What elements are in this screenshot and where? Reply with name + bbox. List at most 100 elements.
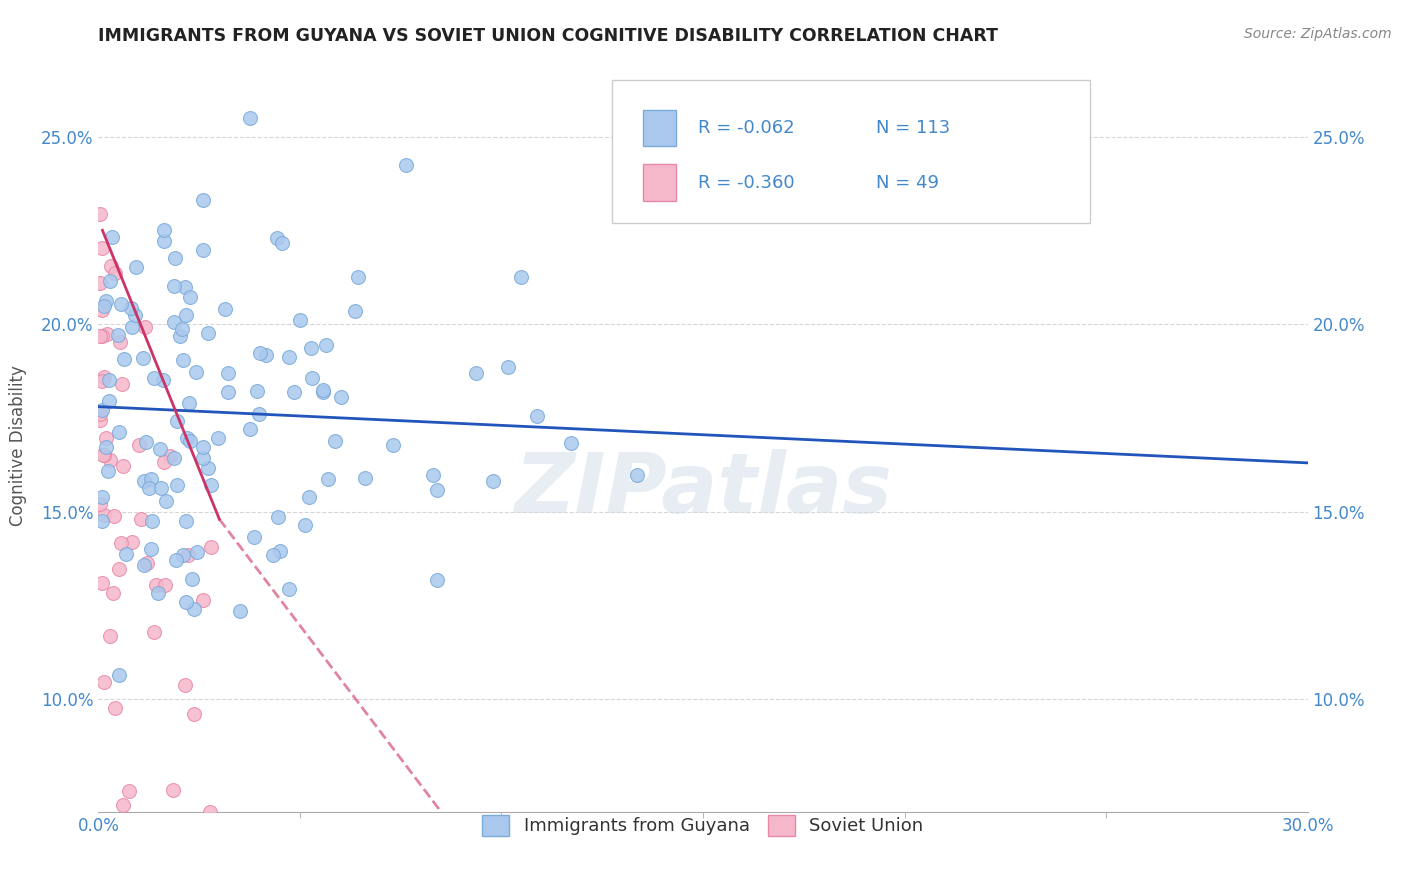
Point: [217, 384, 239, 399]
Point: [179, 434, 201, 448]
Point: [93, 448, 115, 462]
Point: [174, 595, 197, 609]
Point: [183, 602, 205, 616]
Point: [163, 278, 186, 293]
Point: [381, 438, 404, 452]
Point: [247, 407, 270, 421]
Point: [111, 376, 134, 391]
Point: [283, 385, 305, 400]
Point: [155, 494, 177, 508]
Point: [560, 435, 582, 450]
Point: [426, 483, 449, 497]
Text: Source: ZipAtlas.com: Source: ZipAtlas.com: [1244, 27, 1392, 41]
Point: [103, 508, 125, 523]
Point: [169, 329, 191, 343]
Point: [89, 407, 111, 421]
Point: [89, 329, 111, 343]
Point: [91, 303, 114, 318]
Point: [94, 293, 117, 308]
Point: [93, 508, 115, 522]
Point: [149, 442, 172, 457]
Point: [181, 573, 204, 587]
Point: [120, 301, 142, 315]
Point: [153, 455, 176, 469]
Point: [316, 472, 339, 486]
Point: [129, 512, 152, 526]
Point: [107, 425, 129, 439]
Point: [197, 326, 219, 340]
Point: [193, 243, 215, 257]
Point: [191, 194, 214, 208]
Point: [176, 431, 198, 445]
Point: [249, 346, 271, 360]
Point: [91, 491, 114, 505]
Point: [115, 547, 138, 561]
Point: [110, 536, 132, 550]
Text: R = -0.360: R = -0.360: [699, 174, 794, 192]
Point: [124, 308, 146, 322]
Point: [422, 468, 444, 483]
Point: [89, 207, 111, 221]
Point: [104, 701, 127, 715]
Point: [98, 452, 121, 467]
Point: [162, 783, 184, 797]
Point: [278, 582, 301, 597]
Y-axis label: Cognitive Disability: Cognitive Disability: [10, 366, 27, 526]
Point: [347, 270, 370, 285]
Point: [93, 300, 115, 314]
Point: [110, 297, 132, 311]
Point: [163, 315, 186, 329]
Point: [101, 586, 124, 600]
Legend: Immigrants from Guyana, Soviet Union: Immigrants from Guyana, Soviet Union: [475, 807, 931, 843]
Point: [101, 230, 124, 244]
Point: [183, 706, 205, 721]
Point: [107, 328, 129, 343]
Point: [96, 431, 118, 445]
Point: [294, 518, 316, 533]
Point: [238, 111, 260, 125]
Point: [118, 784, 141, 798]
Point: [626, 467, 648, 482]
Point: [136, 557, 159, 571]
Point: [128, 438, 150, 452]
Point: [162, 451, 184, 466]
Point: [173, 678, 195, 692]
Point: [465, 366, 488, 380]
FancyBboxPatch shape: [643, 164, 676, 201]
Point: [108, 561, 131, 575]
Point: [91, 403, 114, 417]
Point: [172, 353, 194, 368]
Point: [191, 450, 214, 465]
Point: [93, 370, 115, 384]
Point: [207, 431, 229, 445]
Point: [111, 458, 134, 473]
Point: [179, 290, 201, 304]
Point: [298, 491, 321, 505]
Point: [91, 329, 114, 343]
Point: [312, 384, 335, 398]
Point: [121, 534, 143, 549]
Point: [482, 475, 505, 489]
Text: N = 113: N = 113: [876, 119, 950, 136]
Point: [166, 414, 188, 428]
Point: [239, 422, 262, 436]
Point: [177, 549, 200, 563]
Point: [149, 482, 172, 496]
Point: [138, 481, 160, 495]
Point: [246, 384, 269, 398]
Point: [139, 472, 162, 486]
Point: [139, 541, 162, 556]
Point: [191, 440, 214, 454]
Point: [173, 549, 195, 563]
Point: [125, 260, 148, 275]
Point: [89, 413, 111, 427]
Point: [153, 234, 176, 248]
Point: [104, 266, 127, 280]
Point: [91, 448, 114, 462]
Point: [142, 371, 165, 385]
Point: [197, 460, 219, 475]
Point: [315, 338, 337, 352]
Point: [174, 309, 197, 323]
Point: [90, 241, 112, 255]
Point: [98, 274, 121, 288]
